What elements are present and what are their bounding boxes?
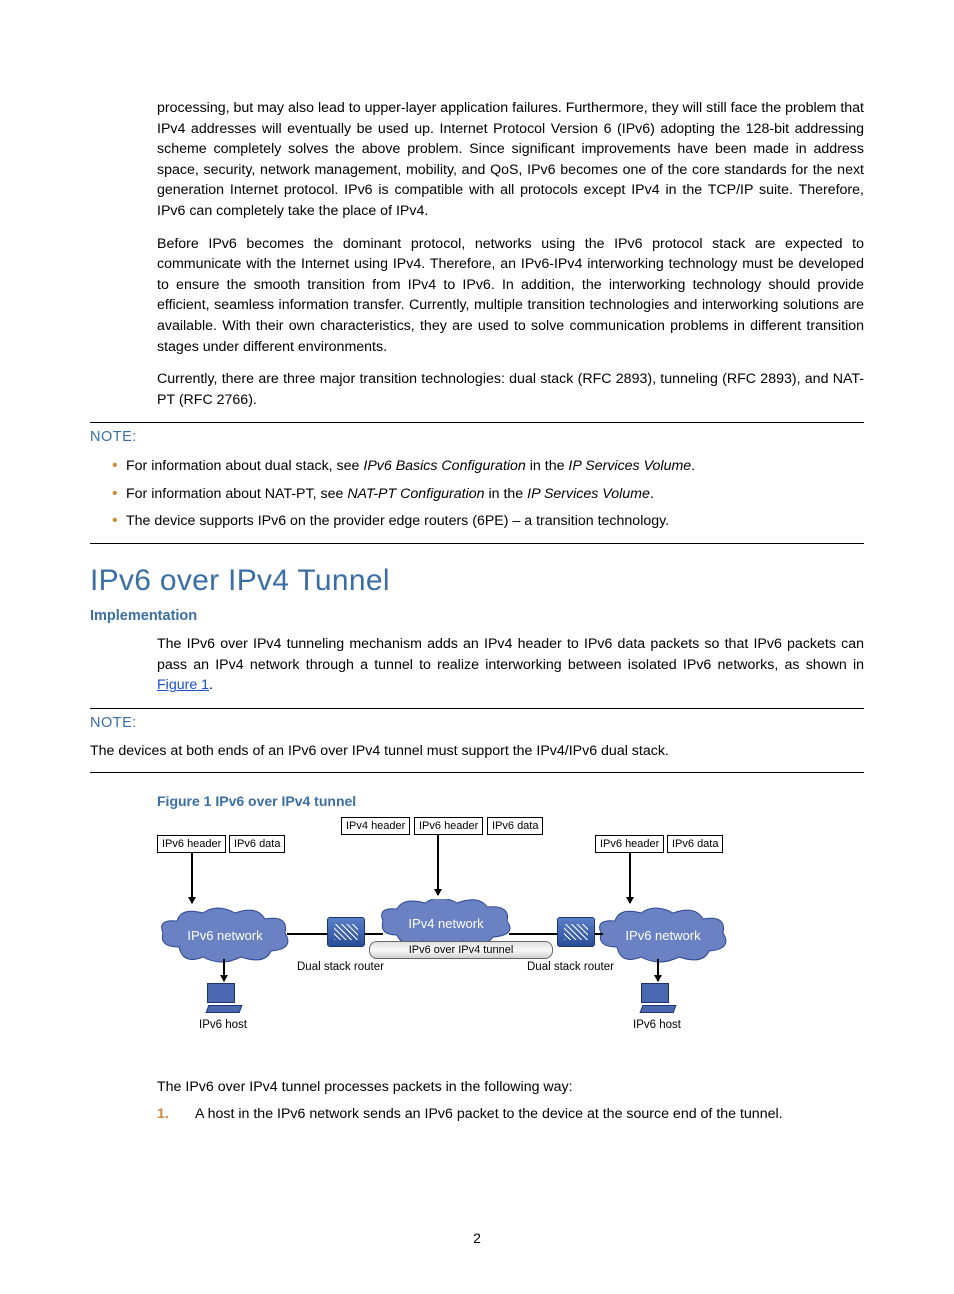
note-block-1: NOTE: For information about dual stack, … <box>90 422 864 544</box>
line-icon <box>223 959 225 981</box>
figure-caption: Figure 1 IPv6 over IPv4 tunnel <box>157 793 864 809</box>
host-label: IPv6 host <box>199 1019 247 1031</box>
impl-para: The IPv6 over IPv4 tunneling mechanism a… <box>157 634 864 696</box>
para-2: Before IPv6 becomes the dominant protoco… <box>157 234 864 358</box>
line-icon <box>287 933 327 935</box>
page-content: processing, but may also lead to upper-l… <box>90 98 864 1125</box>
after-fig-para: The IPv6 over IPv4 tunnel processes pack… <box>157 1077 864 1098</box>
figure-block: Figure 1 IPv6 over IPv4 tunnel IPv6 head… <box>90 793 864 1037</box>
implementation-block: The IPv6 over IPv4 tunneling mechanism a… <box>90 634 864 696</box>
network-cloud: IPv6 network <box>159 907 291 963</box>
note-block-2: NOTE: The devices at both ends of an IPv… <box>90 708 864 773</box>
note-list: For information about dual stack, see IP… <box>90 453 864 535</box>
packet-box: IPv6 header <box>414 817 483 835</box>
packet-box: IPv6 data <box>667 835 723 853</box>
intro-block: processing, but may also lead to upper-l… <box>90 98 864 410</box>
network-cloud: IPv4 network <box>379 899 513 947</box>
line-icon <box>509 933 557 935</box>
arrow-icon <box>437 835 439 895</box>
step-number: 1. <box>157 1104 169 1125</box>
step-item: 1. A host in the IPv6 network sends an I… <box>157 1104 864 1125</box>
line-icon <box>365 933 383 935</box>
line-icon <box>595 933 603 935</box>
router-icon <box>327 917 365 947</box>
para-1: processing, but may also lead to upper-l… <box>157 98 864 222</box>
packet-box: IPv6 header <box>157 835 226 853</box>
section-heading: IPv6 over IPv4 Tunnel <box>90 564 864 598</box>
figure-link[interactable]: Figure 1 <box>157 677 209 693</box>
host-icon <box>641 983 675 1013</box>
figure-1: IPv6 header IPv6 data IPv4 header IPv6 h… <box>157 817 729 1037</box>
packet-box: IPv6 data <box>229 835 285 853</box>
packet-box: IPv6 header <box>595 835 664 853</box>
line-icon <box>657 959 659 981</box>
arrow-icon <box>191 853 193 903</box>
tunnel-bar: IPv6 over IPv4 tunnel <box>369 941 553 959</box>
host-label: IPv6 host <box>633 1019 681 1031</box>
note-label: NOTE: <box>90 715 864 731</box>
note-item: For information about NAT-PT, see NAT-PT… <box>112 481 864 508</box>
after-figure: The IPv6 over IPv4 tunnel processes pack… <box>90 1077 864 1125</box>
packet-box: IPv6 data <box>487 817 543 835</box>
packet-box: IPv4 header <box>341 817 410 835</box>
host-icon <box>207 983 241 1013</box>
router-label: Dual stack router <box>297 961 384 973</box>
note-item: The device supports IPv6 on the provider… <box>112 508 864 535</box>
note-label: NOTE: <box>90 429 864 445</box>
note-item: For information about dual stack, see IP… <box>112 453 864 480</box>
para-3: Currently, there are three major transit… <box>157 369 864 410</box>
network-cloud: IPv6 network <box>597 907 729 963</box>
page-number: 2 <box>0 1230 954 1246</box>
arrow-icon <box>629 853 631 903</box>
note-text: The devices at both ends of an IPv6 over… <box>90 739 864 764</box>
subsection-heading: Implementation <box>90 608 864 624</box>
steps-list: 1. A host in the IPv6 network sends an I… <box>157 1104 864 1125</box>
router-icon <box>557 917 595 947</box>
router-label: Dual stack router <box>527 961 614 973</box>
